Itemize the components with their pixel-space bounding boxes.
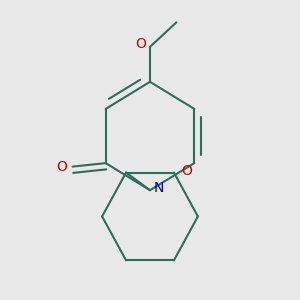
Text: O: O bbox=[181, 164, 192, 178]
Text: N: N bbox=[153, 182, 164, 196]
Text: O: O bbox=[57, 160, 68, 174]
Text: O: O bbox=[135, 37, 146, 51]
